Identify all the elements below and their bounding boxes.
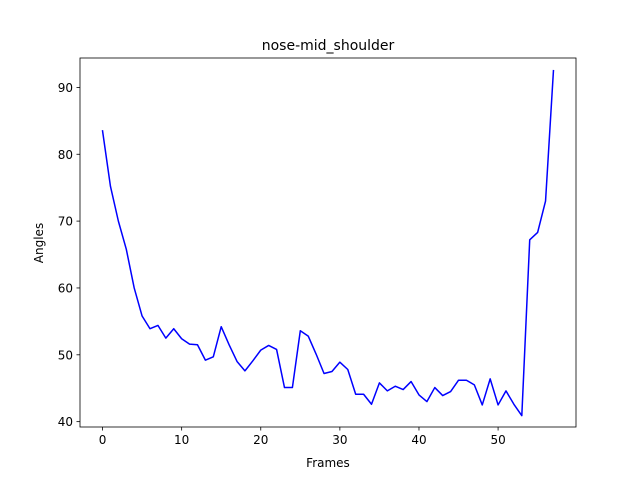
y-tick-label: 50 — [58, 348, 73, 362]
x-tick-label: 20 — [253, 433, 268, 447]
y-tick-label: 80 — [58, 148, 73, 162]
chart-title: nose-mid_shoulder — [262, 38, 395, 54]
series-line-0 — [101, 69, 555, 417]
y-tick-label: 70 — [58, 215, 73, 229]
y-tick-label: 60 — [58, 281, 73, 295]
x-tick-label: 0 — [99, 433, 107, 447]
x-tick-label: 50 — [490, 433, 505, 447]
x-axis: 0 10 20 30 40 50 — [99, 427, 506, 447]
x-tick-label: 30 — [332, 433, 347, 447]
plot-frame — [79, 57, 577, 428]
y-tick-label: 40 — [58, 415, 73, 429]
y-axis-label: Angles — [32, 223, 46, 263]
y-tick-label: 90 — [58, 81, 73, 95]
x-axis-label: Frames — [306, 456, 350, 470]
y-axis: 40 50 60 70 80 90 — [58, 81, 80, 429]
x-tick-label: 40 — [411, 433, 426, 447]
x-tick-label: 10 — [174, 433, 189, 447]
plot-area — [79, 57, 577, 428]
